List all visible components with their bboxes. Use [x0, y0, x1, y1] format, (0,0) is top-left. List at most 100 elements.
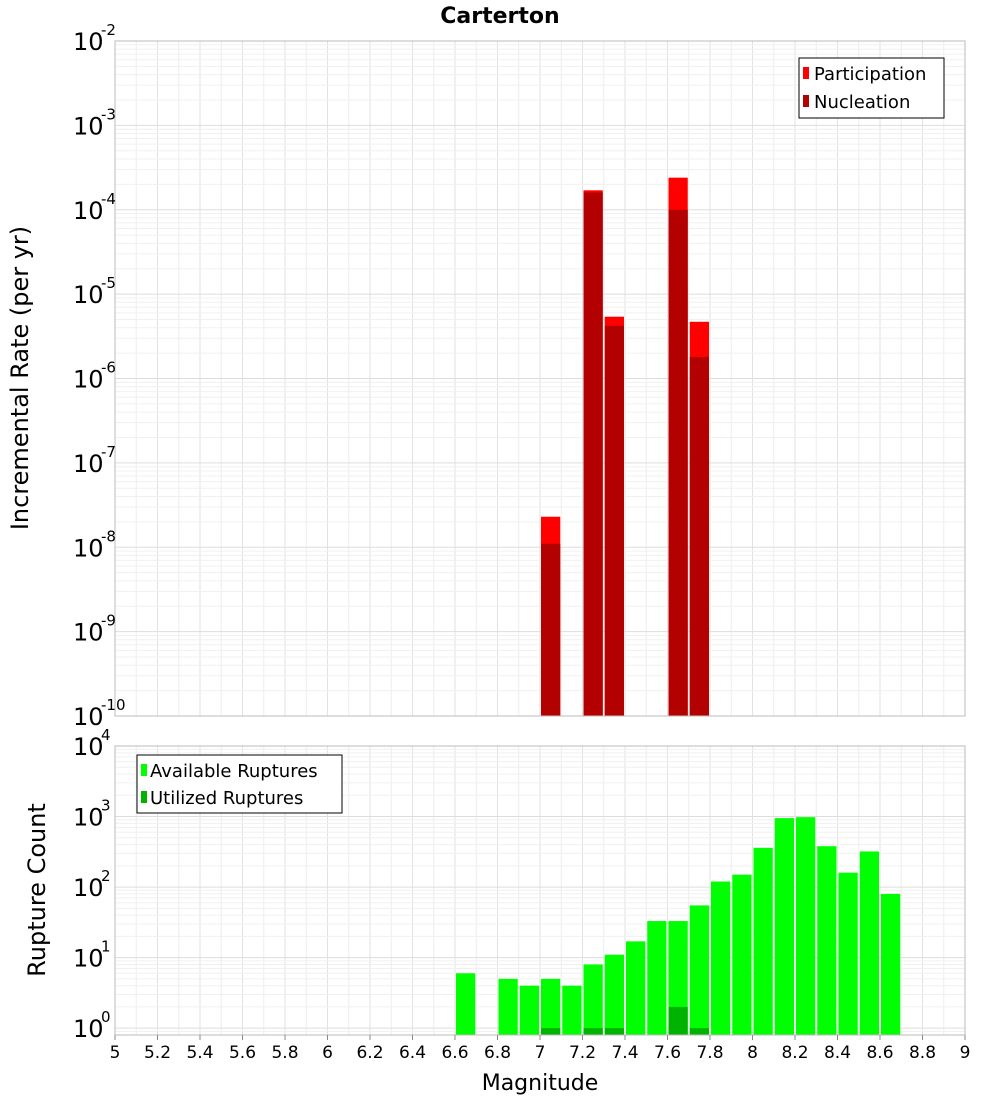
utilized-ruptures-bar	[689, 1028, 709, 1035]
y-tick-label: 10	[73, 28, 104, 56]
available-ruptures-bar	[604, 954, 624, 1035]
rate-y-axis-label: Incremental Rate (per yr)	[6, 226, 34, 530]
legend-swatch-nucleation	[803, 95, 809, 107]
x-tick-label: 7.4	[611, 1043, 638, 1063]
x-tick-label: 8.2	[781, 1043, 808, 1063]
x-tick-label: 8.6	[866, 1043, 893, 1063]
y-tick-label: 10	[73, 733, 104, 761]
x-tick-label: 7.6	[654, 1043, 681, 1063]
rate-plot-border	[114, 40, 966, 717]
y-tick-label: 10	[73, 112, 104, 140]
x-tick-label: 8	[747, 1043, 758, 1063]
available-ruptures-bar	[838, 872, 858, 1035]
y-tick-label: 10	[73, 450, 104, 478]
y-tick-label: 10	[73, 945, 104, 973]
rate-grid	[114, 40, 966, 717]
y-tick-label: 10	[73, 703, 104, 731]
x-tick-label: 5	[110, 1043, 121, 1063]
y-tick-label: 10	[73, 1015, 104, 1043]
available-ruptures-bar	[668, 921, 688, 1035]
available-ruptures-bar	[732, 874, 752, 1035]
y-tick-exponent: -6	[101, 359, 116, 377]
legend-label-utilized: Utilized Ruptures	[150, 788, 303, 809]
y-tick-label: 10	[73, 197, 104, 225]
rate-legend-box	[798, 57, 945, 119]
y-tick-label: 10	[73, 619, 104, 647]
y-tick-label: 10	[73, 874, 104, 902]
x-tick-label: 8.4	[824, 1043, 851, 1063]
available-ruptures-bar	[583, 964, 603, 1035]
y-tick-exponent: 4	[101, 726, 111, 744]
utilized-ruptures-bar	[668, 1006, 688, 1035]
utilized-ruptures-bar	[541, 1028, 561, 1035]
x-tick-label: 7.2	[569, 1043, 596, 1063]
y-tick-label: 10	[73, 281, 104, 309]
available-ruptures-bar	[774, 818, 794, 1035]
x-tick-label: 5.8	[271, 1043, 298, 1063]
x-tick-label: 9	[960, 1043, 971, 1063]
available-ruptures-bar	[626, 941, 646, 1035]
count-legend-box	[136, 754, 343, 814]
count-x-ticks: 5 5.2 5.4 5.6 5.8 6 6.2 6.4 6.6 6.8 7 7.2 7.4 7.6 7.8 8…	[110, 1035, 971, 1063]
available-ruptures-bar	[817, 846, 837, 1035]
legend-swatch-participation	[803, 67, 809, 79]
nucleation-bar	[583, 192, 603, 717]
available-ruptures-bar	[519, 985, 539, 1035]
y-tick-exponent: -4	[101, 190, 116, 208]
x-tick-label: 6.8	[484, 1043, 511, 1063]
y-tick-label: 10	[73, 804, 104, 832]
available-ruptures-bar	[753, 847, 773, 1035]
available-ruptures-bar	[647, 921, 667, 1035]
y-tick-exponent: -8	[101, 527, 116, 545]
y-tick-exponent: -3	[101, 105, 116, 123]
available-ruptures-bar	[859, 851, 879, 1035]
legend-swatch-available	[141, 764, 147, 776]
x-tick-label: 7	[535, 1043, 546, 1063]
x-tick-label: 6.4	[399, 1043, 426, 1063]
nucleation-bar	[689, 356, 709, 716]
legend-swatch-utilized	[141, 791, 147, 803]
y-tick-exponent: 1	[101, 938, 111, 956]
y-tick-label: 10	[73, 366, 104, 394]
y-tick-exponent: -10	[101, 696, 126, 714]
available-ruptures-bar	[541, 978, 561, 1035]
count-bars	[456, 817, 901, 1035]
utilized-ruptures-bar	[583, 1028, 603, 1035]
x-tick-label: 5.2	[144, 1043, 171, 1063]
legend-label-available: Available Ruptures	[150, 761, 318, 782]
legend-label-nucleation: Nucleation	[814, 92, 910, 113]
nucleation-bar	[668, 209, 688, 716]
count-y-axis-label: Rupture Count	[23, 803, 51, 977]
x-tick-label: 8.8	[909, 1043, 936, 1063]
x-tick-label: 6.2	[356, 1043, 383, 1063]
rate-bars	[541, 177, 709, 717]
y-tick-label: 10	[73, 534, 104, 562]
x-tick-label: 6	[322, 1043, 333, 1063]
y-tick-exponent: 3	[101, 797, 111, 815]
available-ruptures-bar	[689, 905, 709, 1035]
available-ruptures-bar	[562, 985, 582, 1035]
rate-legend: Participation Nucleation	[798, 57, 945, 119]
legend-label-participation: Participation	[814, 64, 926, 85]
available-ruptures-bar	[456, 973, 476, 1035]
y-tick-exponent: -2	[101, 21, 116, 39]
x-axis-label: Magnitude	[482, 1071, 599, 1096]
y-tick-exponent: 2	[101, 867, 111, 885]
available-ruptures-bar	[796, 817, 816, 1035]
available-ruptures-bar	[711, 881, 731, 1035]
nucleation-bar	[604, 325, 624, 716]
x-tick-label: 7.8	[696, 1043, 723, 1063]
available-ruptures-bar	[498, 978, 518, 1035]
chart-title: Carterton	[440, 4, 559, 29]
available-ruptures-bar	[881, 893, 901, 1035]
x-tick-label: 5.4	[186, 1043, 213, 1063]
x-tick-label: 6.6	[441, 1043, 468, 1063]
nucleation-bar	[541, 543, 561, 716]
utilized-ruptures-bar	[604, 1028, 624, 1035]
count-legend: Available Ruptures Utilized Ruptures	[136, 754, 343, 814]
